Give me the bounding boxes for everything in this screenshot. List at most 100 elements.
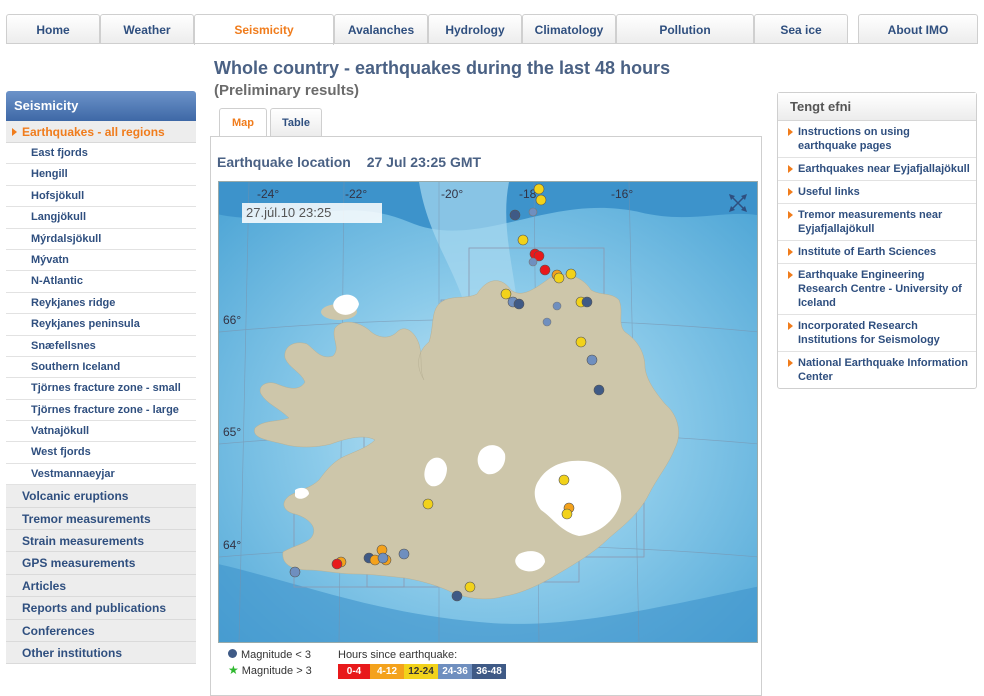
earthquake-marker[interactable] [509,209,521,221]
earthquake-marker[interactable] [552,301,562,311]
glacier-snaefellsjokull [295,487,309,499]
sidebar-subitem[interactable]: Tjörnes fracture zone - large [6,399,196,422]
sidebar-item-reports-and-publications[interactable]: Reports and publications [6,597,196,620]
sidebar-item-tremor-measurements[interactable]: Tremor measurements [6,507,196,531]
hours-chip-24-36: 24-36 [438,664,472,679]
sidebar-subitem[interactable]: East fjords [6,143,196,165]
earthquake-marker[interactable] [517,234,529,246]
earthquake-marker[interactable] [528,207,538,217]
legend-magnitude-large: ★ Magnitude > 3 [228,663,312,678]
deep-sea-south [219,564,757,642]
sidebar-subitem[interactable]: Southern Iceland [6,356,196,379]
related-content-heading: Tengt efni [778,93,976,121]
earthquake-marker[interactable] [464,581,476,593]
sidebar-item-strain-measurements[interactable]: Strain measurements [6,530,196,553]
sidebar-subitem[interactable]: N-Atlantic [6,271,196,293]
sidebar-item-articles[interactable]: Articles [6,574,196,598]
earthquake-marker[interactable] [528,257,538,267]
magnitude-legend: Magnitude < 3 ★ Magnitude > 3 [228,648,312,678]
earthquake-marker[interactable] [331,558,343,570]
legend-label: Magnitude > 3 [241,665,312,677]
earthquake-marker[interactable] [513,298,525,310]
earthquake-marker[interactable] [581,296,593,308]
map-canvas: -24° -22° -20° -18° -16° 66° 65° 64° [219,182,757,642]
earthquake-marker[interactable] [422,498,434,510]
tab-seismicity[interactable]: Seismicity [194,14,334,45]
earthquake-marker[interactable] [289,566,301,578]
sidebar-item-volcanic-eruptions[interactable]: Volcanic eruptions [6,485,196,508]
fullscreen-icon[interactable] [729,194,747,212]
tab-table[interactable]: Table [270,108,322,136]
sidebar-subitem[interactable]: Hofsjökull [6,185,196,208]
sidebar-subitem[interactable]: Hengill [6,164,196,186]
sidebar-subitem[interactable]: Tjörnes fracture zone - small [6,378,196,400]
earthquake-marker[interactable] [565,268,577,280]
earthquake-marker[interactable] [586,354,598,366]
tab-hydrology[interactable]: Hydrology [428,14,522,44]
sidebar-subitem[interactable]: Langjökull [6,207,196,229]
hours-legend-title: Hours since earthquake: [338,649,458,661]
sidebar-subitem[interactable]: Mývatn [6,249,196,272]
related-link[interactable]: Earthquake Engineering Research Centre -… [778,264,976,315]
related-link[interactable]: Earthquakes near Eyjafjallajökull [778,158,976,181]
tab-home[interactable]: Home [6,14,100,44]
earthquake-marker[interactable] [593,384,605,396]
earthquake-marker[interactable] [553,272,565,284]
sidebar-subitem[interactable]: Reykjanes peninsula [6,314,196,336]
earthquake-map[interactable]: -24° -22° -20° -18° -16° 66° 65° 64° [218,181,758,643]
sidebar-item-earthquakes-all-regions[interactable]: Earthquakes - all regions [6,121,196,143]
sidebar-subitem[interactable]: Mýrdalsjökull [6,228,196,250]
earthquake-marker[interactable] [539,264,551,276]
lat-label: 64° [223,538,241,552]
tab-sea-ice[interactable]: Sea ice [754,14,848,44]
glacier-myrdalsjokull [515,551,545,572]
map-heading-time: 27 Jul 23:25 GMT [366,154,482,170]
hours-chip-12-24: 12-24 [404,664,438,679]
earthquake-marker[interactable] [533,183,545,195]
earthquake-marker[interactable] [398,548,410,560]
map-heading-label: Earthquake location [217,154,351,170]
related-link[interactable]: Institute of Earth Sciences [778,241,976,264]
sidebar-subitem[interactable]: Snæfellsnes [6,335,196,357]
earthquake-marker[interactable] [500,288,512,300]
hours-legend: Hours since earthquake: 0-4 4-12 12-24 2… [338,648,506,679]
hours-chip-4-12: 4-12 [370,664,404,679]
earthquake-marker[interactable] [561,508,573,520]
sidebar-item-other-institutions[interactable]: Other institutions [6,641,196,665]
earthquake-marker[interactable] [533,250,545,262]
earthquake-marker[interactable] [535,194,547,206]
lon-label: -16° [611,187,633,201]
earthquake-marker[interactable] [558,474,570,486]
star-icon: ★ [228,663,239,677]
sidebar-subitem[interactable]: West fjords [6,442,196,464]
earthquake-markers [289,183,605,602]
lat-label: 65° [223,425,241,439]
tab-climatology[interactable]: Climatology [522,14,616,44]
tab-pollution[interactable]: Pollution [616,14,754,44]
tab-avalanches[interactable]: Avalanches [334,14,428,44]
sidebar: Seismicity Earthquakes - all regions Eas… [6,91,196,665]
hours-legend-bar: 0-4 4-12 12-24 24-36 36-48 [338,664,506,679]
page-subtitle: (Preliminary results) [214,82,360,99]
sidebar-item-conferences[interactable]: Conferences [6,619,196,642]
sidebar-subitem[interactable]: Vestmannaeyjar [6,463,196,486]
earthquake-marker[interactable] [542,317,552,327]
related-link[interactable]: National Earthquake Information Center [778,352,976,388]
tab-map[interactable]: Map [219,108,267,137]
related-link[interactable]: Incorporated Research Institutions for S… [778,315,976,352]
lat-label: 66° [223,313,241,327]
related-link[interactable]: Tremor measurements near Eyjafjallajökul… [778,204,976,241]
sidebar-item-gps-measurements[interactable]: GPS measurements [6,552,196,575]
earthquake-marker[interactable] [575,336,587,348]
sidebar-subitem[interactable]: Vatnajökull [6,421,196,443]
page-title: Whole country - earthquakes during the l… [214,58,671,78]
tab-weather[interactable]: Weather [100,14,194,44]
tab-about-imo[interactable]: About IMO [858,14,978,44]
sidebar-subitem[interactable]: Reykjanes ridge [6,292,196,315]
related-link[interactable]: Useful links [778,181,976,204]
related-link[interactable]: Instructions on using earthquake pages [778,121,976,158]
earthquake-marker[interactable] [377,552,389,564]
earthquake-marker[interactable] [451,590,463,602]
map-timestamp: 27.júl.10 23:25 [242,203,382,223]
sidebar-heading[interactable]: Seismicity [6,91,196,121]
